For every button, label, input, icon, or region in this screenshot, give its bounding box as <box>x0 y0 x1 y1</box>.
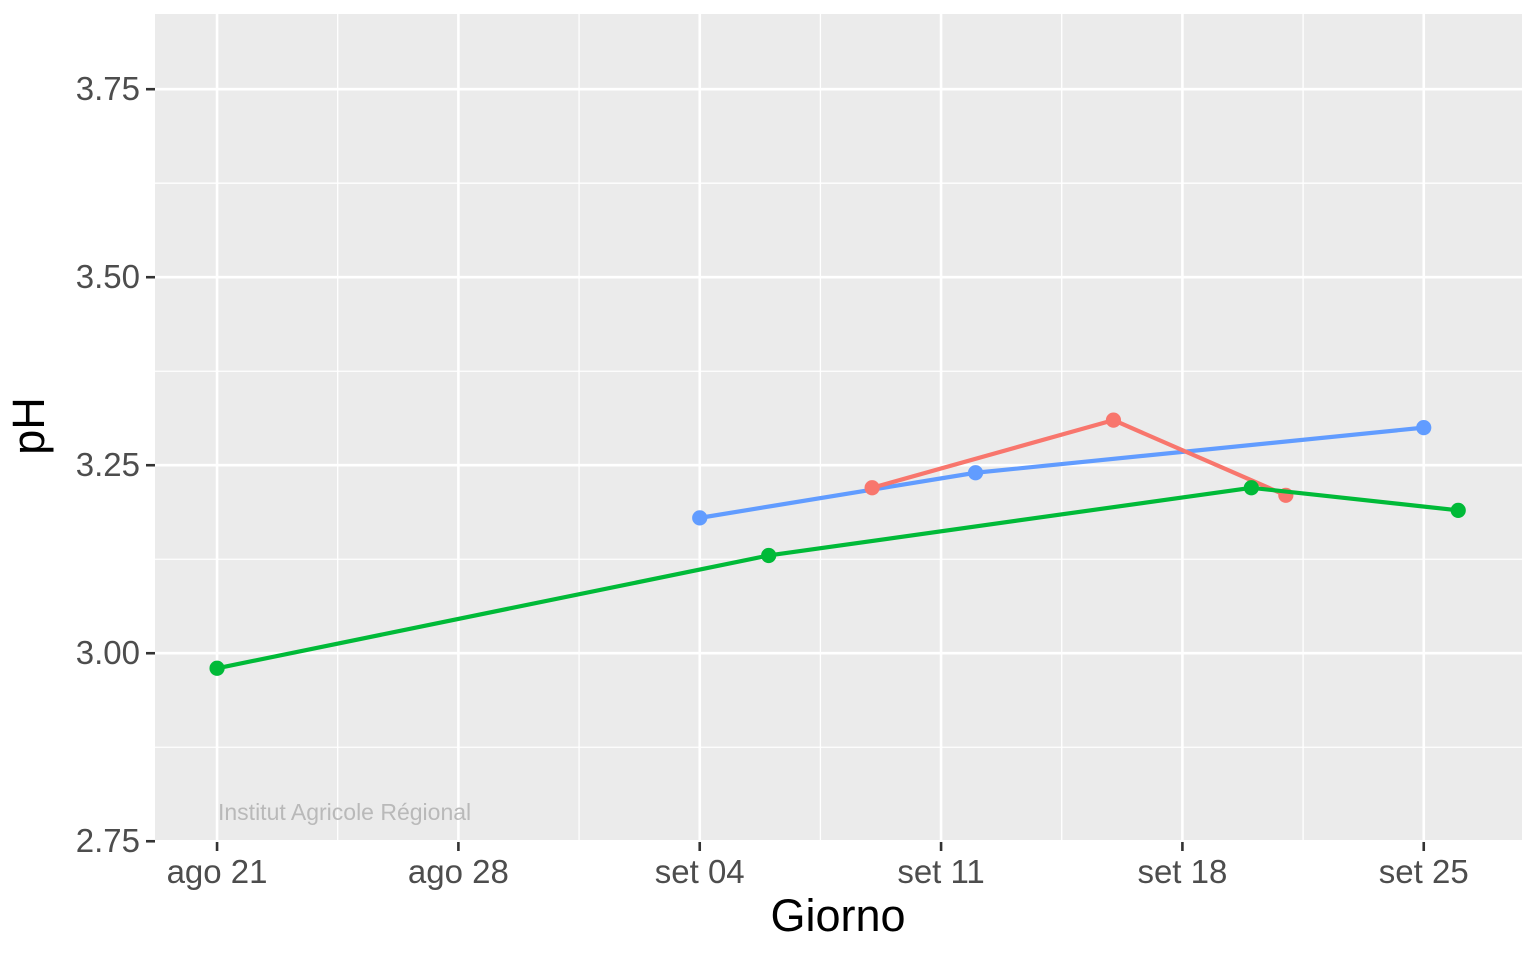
y-tick-label: 3.75 <box>76 70 140 107</box>
series-blue-point <box>967 465 984 481</box>
x-tick-label: set 11 <box>897 853 984 890</box>
x-tick-label: set 25 <box>1379 853 1469 890</box>
y-tick-label: 3.50 <box>76 258 140 295</box>
series-red-point <box>864 480 880 496</box>
y-tick-label: 2.75 <box>76 822 140 859</box>
series-green-line <box>214 485 1461 671</box>
watermark-text: Institut Agricole Régional <box>218 799 472 825</box>
series-blue-point <box>692 510 708 526</box>
series-green-point <box>1450 502 1466 518</box>
x-tick-label: ago 28 <box>408 853 509 890</box>
series-green-point <box>761 547 777 564</box>
x-tick-label: set 18 <box>1137 853 1227 890</box>
y-tick-label: 3.00 <box>76 634 140 671</box>
series-blue-point <box>1416 420 1432 436</box>
series-green-point <box>209 660 225 676</box>
x-tick-label: ago 21 <box>167 853 268 890</box>
x-axis-title: Giorno <box>770 890 906 941</box>
panel-background <box>155 14 1522 842</box>
y-tick-label: 3.25 <box>76 446 140 483</box>
series-green-point <box>1243 480 1259 496</box>
series-red-point <box>1105 412 1122 428</box>
y-axis-title: pH <box>3 397 54 455</box>
x-tick-label: set 04 <box>655 853 745 890</box>
